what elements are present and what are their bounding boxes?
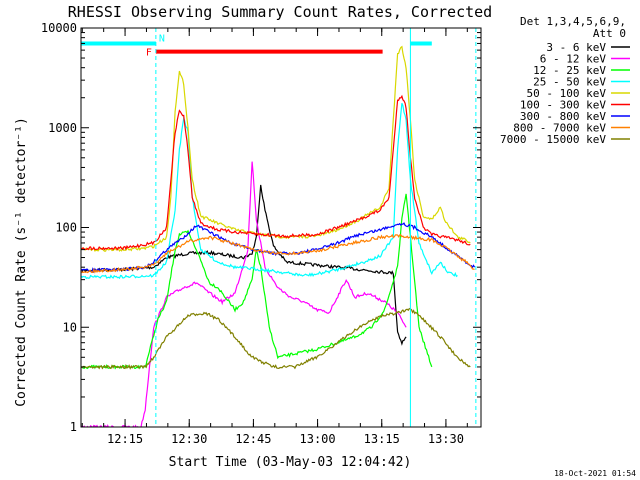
series-lines (81, 45, 476, 427)
chart-title: RHESSI Observing Summary Count Rates, Co… (68, 3, 492, 21)
y-tick-label: 10000 (41, 21, 77, 35)
x-axis-label: Start Time (03-May-03 12:04:42) (169, 455, 412, 470)
legend-label: 100 - 300 keV (520, 99, 606, 112)
y-axis-label: Corrected Count Rate (s⁻¹ detector⁻¹) (14, 117, 29, 407)
legend-label: 6 - 12 keV (540, 53, 607, 66)
y-tick-label: 1 (70, 420, 77, 434)
y-tick-label: 10 (63, 320, 77, 334)
legend-header: Att 0 (593, 27, 626, 40)
legend-label: 7000 - 15000 keV (500, 133, 606, 146)
x-tick-label: 13:30 (428, 432, 464, 446)
flag-label-N: N (159, 33, 165, 44)
flag-bars (81, 41, 432, 54)
x-tick-label: 13:00 (300, 432, 336, 446)
x-tick-label: 13:15 (364, 432, 400, 446)
series-line-25-50-keV (81, 102, 458, 280)
series-line-100-300-keV (81, 94, 471, 251)
x-axis: 12:15 12:30 12:45 13:00 13:15 13:30 (81, 28, 468, 446)
legend-header: Det 1,3,4,5,6,9, (520, 15, 626, 28)
series-line-800-7000-keV (81, 233, 475, 274)
generated-timestamp: 18-Oct-2021 01:54 (554, 469, 636, 478)
legend-label: 800 - 7000 keV (513, 122, 606, 135)
y-tick-label: 1000 (48, 121, 77, 135)
legend-label: 300 - 800 keV (520, 110, 606, 123)
x-tick-label: 12:45 (235, 432, 271, 446)
flag-labels: NF (146, 33, 165, 58)
legend-label: 50 - 100 keV (527, 87, 607, 100)
legend-label: 25 - 50 keV (533, 76, 606, 89)
y-tick-label: 100 (55, 221, 77, 235)
y-axis: 1 10 100 1000 10000 (41, 21, 481, 434)
flag-label-F: F (146, 48, 152, 59)
x-tick-label: 12:15 (107, 432, 143, 446)
x-tick-label: 12:30 (171, 432, 207, 446)
legend-label: 12 - 25 keV (533, 64, 606, 77)
legend-label: 3 - 6 keV (546, 41, 606, 54)
series-line-7000-15000-keV (81, 307, 471, 370)
